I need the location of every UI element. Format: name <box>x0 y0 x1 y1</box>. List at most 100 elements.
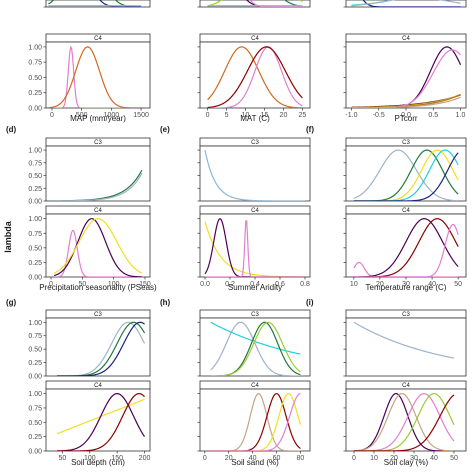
x-tick-label: 25 <box>299 112 307 119</box>
y-tick-label: 0.25 <box>28 260 42 267</box>
series-line <box>207 46 303 108</box>
x-axis-label: MAT (C) <box>240 114 270 123</box>
facet-title: C4 <box>402 36 410 42</box>
facet-title: C3 <box>251 140 259 146</box>
x-tick-label: 1500 <box>133 112 149 119</box>
y-tick-label: 0.50 <box>28 420 42 427</box>
x-tick-label: 0 <box>49 281 53 288</box>
x-tick-label: 0.8 <box>300 281 310 288</box>
x-tick-label: 0.6 <box>275 281 285 288</box>
facet-title: C4 <box>402 383 410 389</box>
series-line <box>353 149 459 201</box>
series-line <box>48 46 142 108</box>
series-line <box>210 321 301 376</box>
x-tick-label: 30 <box>402 281 410 288</box>
panel-frame <box>199 0 311 8</box>
x-tick-label: 20 <box>390 455 398 462</box>
facet-title: C4 <box>251 36 259 42</box>
y-tick-label: 1.00 <box>28 44 42 51</box>
x-tick-label: 100 <box>84 455 96 462</box>
facet-title: C4 <box>251 383 259 389</box>
series-line <box>56 393 145 451</box>
series-line <box>353 218 459 277</box>
panel-label: (g) <box>6 298 17 307</box>
x-axis-label: Precipitation seasonality (PSeas) <box>39 283 157 292</box>
y-tick-label: 0.00 <box>28 374 42 381</box>
series-line <box>353 152 459 201</box>
panel-frame <box>45 145 151 202</box>
x-tick-label: 0.5 <box>428 112 438 119</box>
series-line <box>204 149 305 201</box>
series-line <box>99 0 142 7</box>
y-tick-label: 1.00 <box>28 216 42 223</box>
panel-frame <box>199 145 311 202</box>
x-tick-label: 0 <box>50 112 54 119</box>
x-axis-label: Soil sand (%) <box>231 458 279 467</box>
series-line <box>210 392 301 451</box>
x-tick-label: 0.4 <box>250 281 260 288</box>
series-line <box>54 229 142 277</box>
series-line <box>207 46 303 108</box>
x-tick-label: 60 <box>273 455 281 462</box>
y-tick-label: 0.25 <box>28 186 42 193</box>
x-tick-label: 50 <box>59 455 67 462</box>
series-line <box>48 45 142 108</box>
y-tick-label: 0.75 <box>28 405 42 412</box>
x-tick-label: 40 <box>430 455 438 462</box>
x-tick-label: 30 <box>410 455 418 462</box>
x-tick-label: 5 <box>225 112 229 119</box>
x-axis-label: Soil depth (cm) <box>71 458 125 467</box>
x-tick-label: 10 <box>370 455 378 462</box>
facet-title: C4 <box>94 383 102 389</box>
series-line <box>353 393 454 451</box>
panel-label: (h) <box>160 298 171 307</box>
x-tick-label: 20 <box>225 455 233 462</box>
panel-label: (f) <box>306 125 314 134</box>
x-axis-label: PTcorr <box>394 114 417 123</box>
x-tick-label: 0 <box>206 112 210 119</box>
x-tick-label: 0 <box>352 455 356 462</box>
facet-title: C4 <box>94 208 102 214</box>
panel-frame <box>45 388 151 452</box>
series-line <box>354 394 455 451</box>
y-tick-label: 0.75 <box>28 160 42 167</box>
panel-frame <box>199 41 311 109</box>
x-tick-label: 40 <box>249 455 257 462</box>
x-tick-label: -0.5 <box>373 112 385 119</box>
x-axis-label: MAP (mm/year) <box>70 114 126 123</box>
y-tick-label: 1.00 <box>28 148 42 155</box>
facet-title: C3 <box>402 140 410 146</box>
x-tick-label: 1.0 <box>456 112 466 119</box>
series-line <box>54 173 143 201</box>
x-tick-label: 50 <box>450 455 458 462</box>
x-tick-label: 100 <box>108 281 120 288</box>
y-tick-label: 0.50 <box>28 245 42 252</box>
panel-frame <box>45 0 151 8</box>
series-line <box>353 393 455 451</box>
x-tick-label: 15 <box>261 112 269 119</box>
y-tick-label: 0.75 <box>28 60 42 67</box>
y-tick-label: 0.50 <box>28 347 42 354</box>
x-tick-label: 50 <box>78 281 86 288</box>
series-line <box>351 49 461 108</box>
y-tick-label: 0.00 <box>28 449 42 456</box>
x-tick-label: 0.0 <box>200 281 210 288</box>
series-line <box>353 321 455 359</box>
x-tick-label: 10 <box>242 112 250 119</box>
series-line <box>362 0 461 7</box>
series-line <box>351 96 461 108</box>
facet-title: C4 <box>251 208 259 214</box>
panel-frame <box>45 41 151 109</box>
series-line <box>210 321 301 376</box>
x-tick-label: 0 <box>203 455 207 462</box>
panel-label: (d) <box>6 125 17 134</box>
x-tick-label: 150 <box>111 455 123 462</box>
series-line <box>353 149 459 201</box>
y-tick-label: 0.75 <box>28 231 42 238</box>
panel-frame <box>345 317 467 377</box>
x-tick-label: 40 <box>428 281 436 288</box>
panel-frame <box>199 213 311 278</box>
x-tick-label: 10 <box>350 281 358 288</box>
y-tick-label: 0.75 <box>28 333 42 340</box>
series-line <box>56 321 145 376</box>
